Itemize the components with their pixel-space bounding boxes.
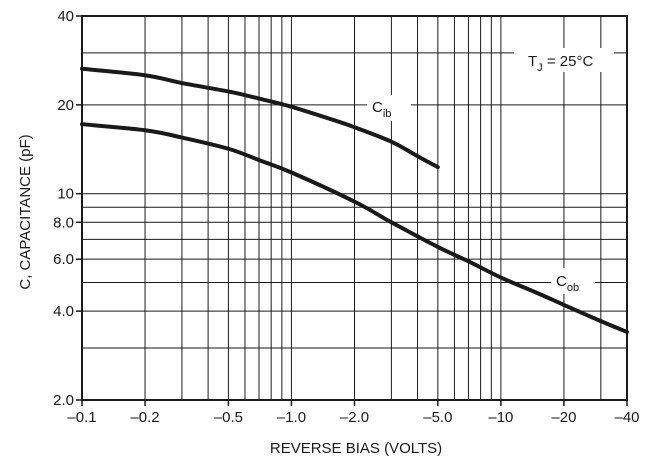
cib-label-main: C [372, 99, 383, 116]
cob-label-sub: ob [567, 282, 579, 294]
temperature-annotation: TJ = 25°C [528, 53, 593, 74]
y-tick-label: 4.0 [53, 303, 74, 320]
annotation-main: T [528, 53, 537, 70]
x-axis-label: REVERSE BIAS (VOLTS) [270, 440, 442, 457]
series-label-cob: Cob [556, 273, 579, 294]
annotation-background [514, 48, 614, 72]
y-tick-label: 10 [57, 186, 74, 203]
x-tick-label: –2.0 [340, 409, 369, 426]
x-tick-label: –1.0 [277, 409, 306, 426]
cob-label-background [551, 268, 595, 294]
y-tick-label: 2.0 [53, 392, 74, 409]
series-line-cob [80, 122, 629, 334]
series-label-cib: Cib [372, 99, 391, 120]
series-line-cib [80, 66, 440, 170]
x-tick-label: –20 [551, 409, 576, 426]
x-tick-label: –10 [488, 409, 513, 426]
x-tick-label: –0.2 [130, 409, 159, 426]
cib-label-background [367, 95, 411, 121]
annotation-sub: J [537, 62, 543, 74]
annotation-suffix: = 25°C [543, 53, 594, 70]
y-tick-label: 8.0 [53, 214, 74, 231]
grid-layer [82, 16, 627, 400]
cob-label-main: C [556, 273, 567, 290]
tick-layer: –0.1 –0.2 –0.5 –1.0 –2.0 –5.0 –10 –20 –40 2.0 4.0 6… [53, 8, 639, 426]
cib-label-sub: ib [383, 108, 392, 120]
x-tick-label: –0.5 [214, 409, 243, 426]
y-tick-label: 40 [57, 8, 74, 25]
y-tick-label: 20 [57, 97, 74, 114]
x-tick-label: –0.1 [67, 409, 96, 426]
series-layer [80, 66, 629, 334]
x-tick-label: –40 [614, 409, 639, 426]
y-axis-label: C, CAPACITANCE (pF) [17, 134, 34, 289]
y-tick-label: 6.0 [53, 251, 74, 268]
x-tick-label: –5.0 [423, 409, 452, 426]
